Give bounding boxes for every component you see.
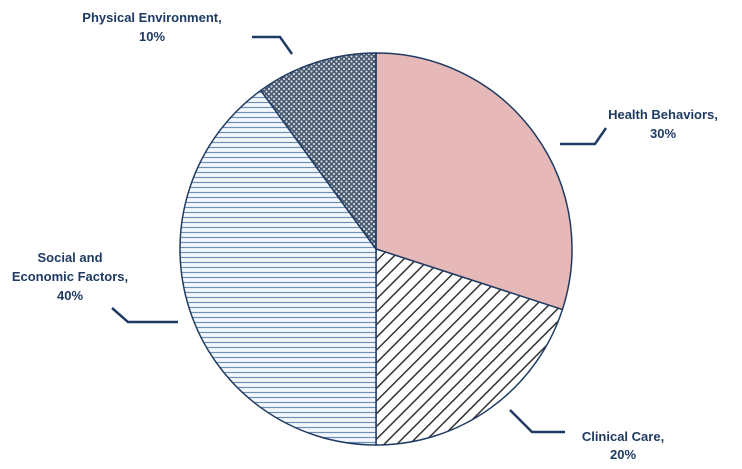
slice-label: Health Behaviors,	[608, 107, 718, 122]
pie-slice-health-behaviors	[375, 52, 573, 311]
label-physical-environment: Physical Environment, 10%	[82, 10, 221, 44]
leader-line-health-behaviors	[560, 127, 608, 146]
label-clinical-care: Clinical Care, 20%	[582, 429, 664, 462]
pie-slice-clinical-care	[375, 247, 564, 446]
slice-value-label: 20%	[610, 447, 636, 462]
slice-label-line-1: Social and	[37, 250, 102, 265]
slice-value-label: 10%	[139, 29, 165, 44]
slices-layer	[179, 52, 573, 446]
label-social-economic: Social and Economic Factors, 40%	[12, 250, 128, 303]
slice-label: Physical Environment,	[82, 10, 221, 25]
pie-slice-physical-environment	[259, 52, 377, 252]
slice-label: Clinical Care,	[582, 429, 664, 444]
leader-line-physical-environment	[252, 35, 294, 55]
leader-line-social-economic	[111, 307, 178, 324]
slice-label-line-2: Economic Factors,	[12, 269, 128, 284]
slice-value-label: 30%	[650, 126, 676, 141]
slice-value-label: 40%	[57, 288, 83, 303]
label-health-behaviors: Health Behaviors, 30%	[608, 107, 718, 141]
leader-lines	[111, 35, 608, 434]
pie-slice-social-and-economic-factors	[179, 89, 377, 446]
leader-line-clinical-care	[509, 409, 565, 434]
